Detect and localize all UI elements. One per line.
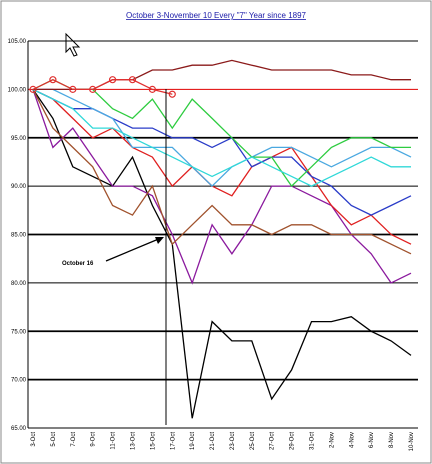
y-tick-label: 65.00 <box>11 426 27 432</box>
series-line <box>32 89 412 285</box>
arrow-head <box>155 237 164 244</box>
y-tick-label: 100.00 <box>8 87 27 93</box>
y-tick-label: 85.00 <box>11 233 27 239</box>
series-line <box>32 78 173 95</box>
annotation: October 16 <box>62 261 94 267</box>
series-line <box>32 88 412 245</box>
y-tick-label: 105.00 <box>8 39 27 45</box>
x-tick-label: 11-Oct <box>111 432 117 450</box>
x-tick-label: 23-Oct <box>230 432 236 450</box>
series-line <box>32 88 411 187</box>
x-tick-label: 2-Nov <box>329 432 335 448</box>
series-marker <box>69 85 77 93</box>
x-tick-label: 17-Oct <box>170 432 176 450</box>
x-tick-label: 7-Oct <box>71 432 77 447</box>
series-line <box>32 78 411 188</box>
x-tick-label: 15-Oct <box>150 432 156 450</box>
annotation-arrow <box>105 237 162 262</box>
series-line <box>33 88 412 188</box>
y-tick-label: 70.00 <box>11 378 27 384</box>
series-marker <box>108 76 117 84</box>
x-tick-label: 13-Oct <box>130 432 136 450</box>
y-tick-label: 75.00 <box>11 329 27 335</box>
x-tick-label: 21-Oct <box>210 432 216 450</box>
x-tick-label: 19-Oct <box>190 432 196 450</box>
series-marker <box>128 76 137 84</box>
series-marker <box>148 85 156 93</box>
x-tick-label: 10-Nov <box>409 432 415 451</box>
x-tick-label: 9-Oct <box>91 432 97 447</box>
x-tick-label: 3-Oct <box>31 432 37 447</box>
series-marker <box>89 85 97 93</box>
series-marker <box>168 90 176 98</box>
cursor <box>65 32 81 57</box>
series-line <box>32 89 412 255</box>
x-tick-label: 29-Oct <box>290 432 296 450</box>
y-tick-label: 90.00 <box>11 184 27 190</box>
y-tick-label: 80.00 <box>11 281 27 287</box>
x-tick-label: 4-Nov <box>349 432 355 448</box>
x-tick-label: 5-Oct <box>51 432 57 447</box>
x-tick-label: 31-Oct <box>310 432 316 450</box>
x-tick-label: 6-Nov <box>369 432 375 448</box>
series-marker <box>29 85 37 93</box>
x-tick-label: 25-Oct <box>250 432 256 450</box>
y-tick-label: 95.00 <box>11 136 27 142</box>
series-line <box>33 59 411 91</box>
series-line <box>32 89 412 419</box>
chart-title: October 3-November 10 Every "7" Year sin… <box>126 11 307 20</box>
x-tick-label: 8-Nov <box>389 432 395 448</box>
x-tick-label: 27-Oct <box>270 432 276 450</box>
series-marker <box>49 76 57 84</box>
